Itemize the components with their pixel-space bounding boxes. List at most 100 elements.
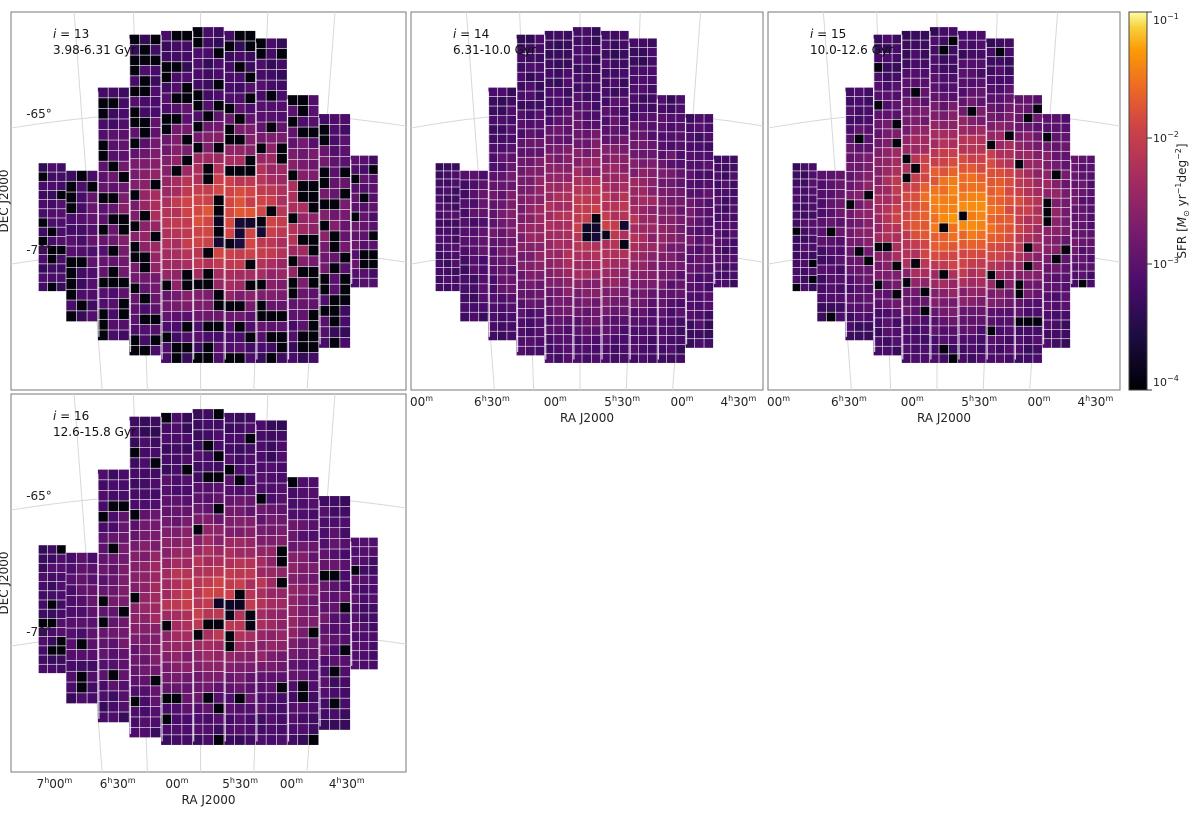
sfr-tile xyxy=(967,306,977,316)
sfr-tile xyxy=(657,233,667,243)
sfr-tile xyxy=(629,112,639,122)
sfr-tile xyxy=(224,735,235,745)
sfr-tile xyxy=(350,584,360,594)
sfr-tile xyxy=(255,430,266,441)
sfr-tile xyxy=(629,242,639,252)
sfr-tile xyxy=(544,306,554,316)
sfr-tile xyxy=(182,600,193,610)
sfr-tile xyxy=(460,199,470,208)
sfr-tile xyxy=(544,192,554,202)
sfr-tile xyxy=(129,468,140,479)
sfr-tile xyxy=(525,110,535,120)
sfr-tile xyxy=(582,185,592,195)
sfr-tile xyxy=(319,666,330,677)
sfr-tile xyxy=(319,655,330,666)
sfr-tile xyxy=(864,275,873,284)
sfr-tile xyxy=(800,195,809,203)
sfr-tile xyxy=(713,180,722,189)
sfr-tile xyxy=(845,143,855,153)
sfr-tile xyxy=(340,549,351,560)
sfr-tile xyxy=(443,211,452,219)
sfr-tile xyxy=(287,148,298,159)
sfr-tile xyxy=(638,94,648,103)
sfr-tile xyxy=(234,589,245,600)
sfr-tile xyxy=(276,90,287,101)
sfr-tile xyxy=(224,290,235,301)
sfr-tile xyxy=(986,233,996,243)
sfr-tile xyxy=(488,134,498,144)
sfr-tile xyxy=(563,59,573,69)
sfr-tile xyxy=(266,122,277,133)
sfr-tile xyxy=(266,227,277,238)
sfr-tile xyxy=(792,163,801,171)
sfr-tile xyxy=(38,609,48,619)
sfr-tile xyxy=(535,261,545,271)
sfr-tile xyxy=(911,116,920,126)
sfr-tile xyxy=(435,219,444,227)
sfr-tile xyxy=(213,724,224,735)
sfr-tile xyxy=(516,233,526,242)
sfr-tile xyxy=(150,541,161,551)
sfr-tile xyxy=(171,311,182,322)
sfr-tile xyxy=(245,41,256,52)
sfr-tile xyxy=(213,310,224,321)
sfr-tile xyxy=(140,530,150,541)
sfr-tile xyxy=(516,195,526,205)
sfr-tile xyxy=(203,714,214,724)
sfr-tile xyxy=(234,155,245,166)
sfr-tile xyxy=(369,202,378,212)
sfr-tile xyxy=(213,714,224,724)
sfr-tile xyxy=(266,111,277,122)
sfr-tile xyxy=(1033,178,1042,188)
sfr-tile xyxy=(308,127,319,138)
sfr-tile xyxy=(47,236,57,246)
sfr-tile xyxy=(97,330,108,341)
sfr-tile xyxy=(129,427,140,437)
sfr-tile xyxy=(976,249,986,259)
sfr-tile xyxy=(57,545,66,554)
sfr-tile xyxy=(601,135,610,145)
sfr-tile xyxy=(276,609,287,620)
sfr-tile xyxy=(140,241,150,252)
sfr-tile xyxy=(676,335,685,345)
sfr-tile xyxy=(704,292,714,301)
sfr-tile xyxy=(958,87,967,97)
sfr-tile xyxy=(452,283,460,292)
sfr-tile xyxy=(460,218,470,227)
sfr-tile xyxy=(1014,141,1024,151)
sfr-tile xyxy=(118,245,129,256)
sfr-tile xyxy=(350,193,360,203)
sfr-tile xyxy=(572,242,582,251)
sfr-tile xyxy=(704,282,714,292)
sfr-tile xyxy=(525,91,535,101)
sfr-tile xyxy=(443,275,452,284)
sfr-tile xyxy=(657,271,667,280)
sfr-tile xyxy=(213,587,224,598)
sfr-tile xyxy=(986,112,996,122)
y-tick-label: -70° xyxy=(26,243,52,257)
sfr-tile xyxy=(1042,301,1052,311)
sfr-tile xyxy=(118,585,129,596)
sfr-tile xyxy=(171,228,182,239)
sfr-tile xyxy=(76,203,87,214)
sfr-tile xyxy=(140,696,150,707)
sfr-tile xyxy=(572,36,582,46)
sfr-tile xyxy=(118,543,129,554)
sfr-tile xyxy=(507,125,516,134)
sfr-tile xyxy=(694,254,704,264)
sfr-tile xyxy=(161,249,172,259)
sfr-tile xyxy=(657,104,667,114)
sfr-tile xyxy=(648,326,657,336)
sfr-tile xyxy=(150,665,161,676)
sfr-tile xyxy=(150,655,161,665)
sfr-tile xyxy=(1051,320,1061,330)
sfr-tile xyxy=(873,337,883,346)
sfr-tile xyxy=(329,559,340,571)
sfr-tile xyxy=(713,196,722,205)
sfr-tile xyxy=(1070,279,1079,288)
sfr-tile xyxy=(525,289,535,299)
sfr-tile xyxy=(976,278,986,287)
sfr-tile xyxy=(554,278,563,287)
sfr-tile xyxy=(97,554,108,564)
sfr-tile xyxy=(601,106,610,116)
